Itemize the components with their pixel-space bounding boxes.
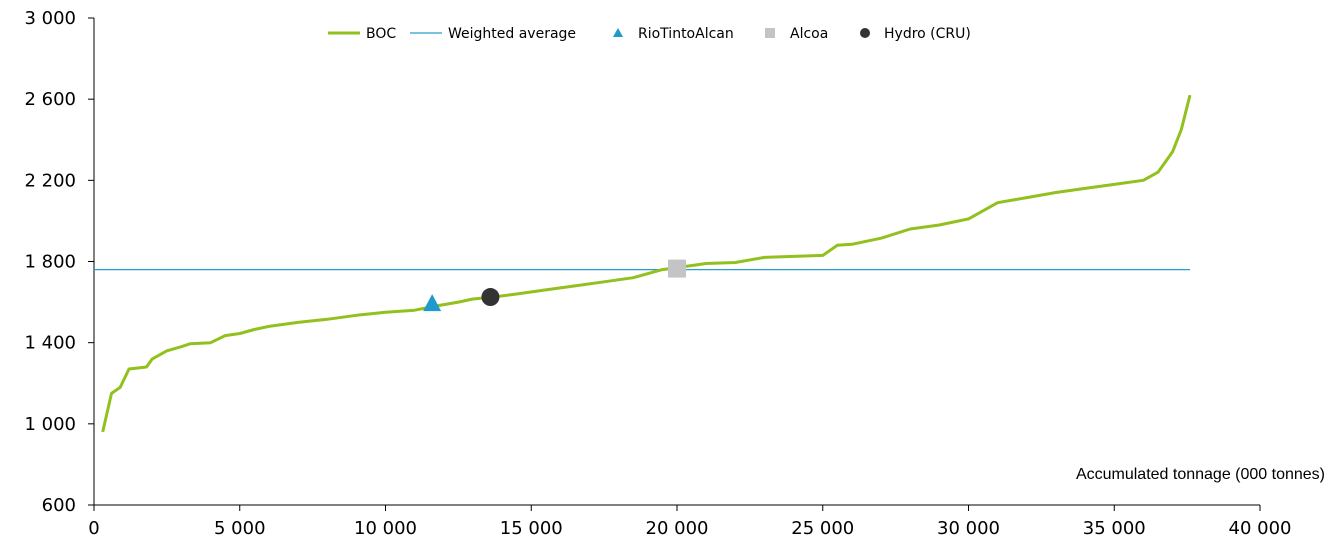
legend-swatch [613,28,623,37]
x-tick-label: 40 000 [1229,518,1292,539]
legend-item: BOC [328,26,396,42]
legend-item: Alcoa [765,26,828,42]
legend-swatch [765,28,775,38]
x-tick-label: 10 000 [354,518,417,539]
legend-label: RioTintoAlcan [638,26,734,42]
legend-label: Weighted average [448,26,576,42]
y-tick-label: 1 000 [24,414,76,435]
boc-series-line [101,94,1192,433]
legend-label: Hydro (CRU) [884,26,971,42]
x-tick-label: 35 000 [1083,518,1146,539]
y-tick-label: 600 [42,495,76,516]
legend-item: RioTintoAlcan [613,26,734,42]
legend: BOC Weighted average RioTintoAlcan Alcoa Hyd… [328,26,971,42]
x-tick-label: 15 000 [500,518,563,539]
riotintoalcan-marker [423,294,442,312]
x-tick-label: 20 000 [646,518,709,539]
legend-item: Weighted average [410,26,576,42]
y-tick-label: 1 800 [24,252,76,273]
x-tick-label: 0 [88,518,99,539]
legend-item: Hydro (CRU) [860,26,971,42]
y-axis-ticks: 600 1 000 1 400 1 800 2 200 2 600 3 000 [24,8,94,516]
y-tick-label: 2 200 [24,170,76,191]
x-tick-label: 25 000 [791,518,854,539]
legend-swatch [860,28,870,38]
x-tick-label: 5 000 [214,518,266,539]
legend-label: Alcoa [790,26,828,42]
alcoa-marker [668,259,686,278]
hydro-cru-marker [481,288,500,307]
y-tick-label: 3 000 [24,8,76,29]
legend-label: BOC [366,26,396,42]
y-tick-label: 2 600 [24,89,76,110]
x-axis-ticks: 0 5 000 10 000 15 000 20 000 25 000 30 000 35 0… [88,505,1291,539]
plot-area [94,94,1192,433]
x-tick-label: 30 000 [937,518,1000,539]
y-tick-label: 1 400 [24,333,76,354]
x-axis-label: Accumulated tonnage (000 tonnes) [1076,466,1325,483]
